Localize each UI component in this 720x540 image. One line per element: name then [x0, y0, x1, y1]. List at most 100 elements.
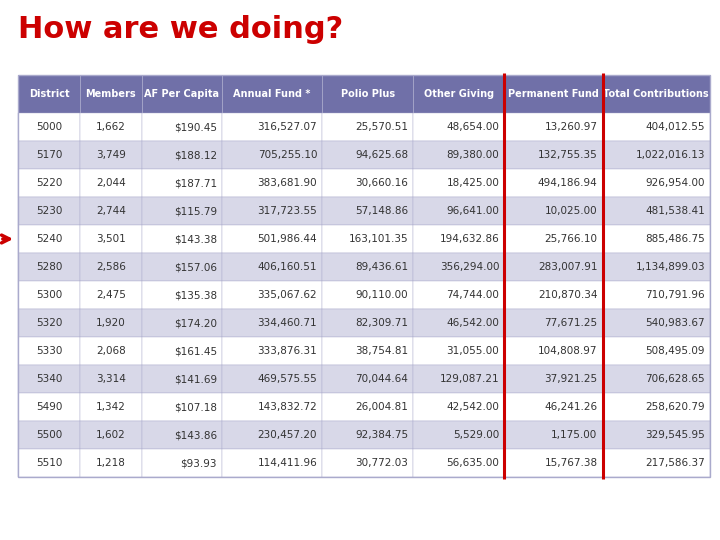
Bar — [18, 113, 80, 141]
Bar — [80, 253, 142, 281]
Text: 57,148.86: 57,148.86 — [355, 206, 408, 216]
Text: 77,671.25: 77,671.25 — [544, 318, 598, 328]
Text: 540,983.67: 540,983.67 — [645, 318, 705, 328]
Text: 89,436.61: 89,436.61 — [355, 262, 408, 272]
Text: 30,660.16: 30,660.16 — [355, 178, 408, 188]
Bar — [18, 197, 80, 225]
Bar — [603, 393, 710, 421]
Text: $187.71: $187.71 — [174, 178, 217, 188]
Bar — [603, 309, 710, 337]
Text: 26,004.81: 26,004.81 — [355, 402, 408, 412]
Text: 494,186.94: 494,186.94 — [538, 178, 598, 188]
Bar — [18, 421, 80, 449]
Bar — [413, 113, 504, 141]
Bar — [322, 169, 413, 197]
Text: 46,542.00: 46,542.00 — [446, 318, 499, 328]
Text: 2,586: 2,586 — [96, 262, 126, 272]
Bar — [222, 169, 322, 197]
Text: $174.20: $174.20 — [174, 318, 217, 328]
Bar — [222, 365, 322, 393]
Text: 5340: 5340 — [36, 374, 62, 384]
Text: 5170: 5170 — [36, 150, 62, 160]
Text: 194,632.86: 194,632.86 — [439, 234, 499, 244]
Text: 132,755.35: 132,755.35 — [538, 150, 598, 160]
Bar — [504, 225, 603, 253]
Bar — [413, 253, 504, 281]
Bar — [413, 141, 504, 169]
Text: 92,384.75: 92,384.75 — [355, 430, 408, 440]
Bar — [142, 169, 222, 197]
Text: 1,175.00: 1,175.00 — [552, 430, 598, 440]
Bar — [322, 281, 413, 309]
Bar — [603, 281, 710, 309]
Text: $157.06: $157.06 — [174, 262, 217, 272]
Text: 15,767.38: 15,767.38 — [544, 458, 598, 468]
Text: 210,870.34: 210,870.34 — [538, 290, 598, 300]
Text: 334,460.71: 334,460.71 — [258, 318, 317, 328]
Bar — [322, 113, 413, 141]
Text: 1,662: 1,662 — [96, 122, 126, 132]
Bar — [504, 197, 603, 225]
Bar — [504, 393, 603, 421]
Text: 317,723.55: 317,723.55 — [257, 206, 317, 216]
Bar — [80, 393, 142, 421]
Text: $107.18: $107.18 — [174, 402, 217, 412]
Bar — [142, 197, 222, 225]
Text: 2,068: 2,068 — [96, 346, 126, 356]
Bar — [80, 75, 142, 113]
Bar — [18, 449, 80, 477]
Text: 5220: 5220 — [36, 178, 62, 188]
Text: 56,635.00: 56,635.00 — [446, 458, 499, 468]
Bar — [322, 141, 413, 169]
Text: 258,620.79: 258,620.79 — [645, 402, 705, 412]
Bar — [142, 309, 222, 337]
Text: 705,255.10: 705,255.10 — [258, 150, 317, 160]
Text: 5000: 5000 — [36, 122, 62, 132]
Text: 406,160.51: 406,160.51 — [258, 262, 317, 272]
Bar — [80, 197, 142, 225]
Text: 926,954.00: 926,954.00 — [646, 178, 705, 188]
Text: 404,012.55: 404,012.55 — [646, 122, 705, 132]
Bar — [80, 281, 142, 309]
Bar — [322, 393, 413, 421]
Bar — [18, 365, 80, 393]
Bar — [142, 225, 222, 253]
Bar — [142, 253, 222, 281]
Text: 1,134,899.03: 1,134,899.03 — [635, 262, 705, 272]
Text: 5500: 5500 — [36, 430, 62, 440]
Text: Total Contributions: Total Contributions — [603, 89, 709, 99]
Bar — [504, 365, 603, 393]
Bar — [504, 253, 603, 281]
Text: $115.79: $115.79 — [174, 206, 217, 216]
Text: 481,538.41: 481,538.41 — [645, 206, 705, 216]
Text: 10,025.00: 10,025.00 — [545, 206, 598, 216]
Text: 706,628.65: 706,628.65 — [645, 374, 705, 384]
Text: 74,744.00: 74,744.00 — [446, 290, 499, 300]
Text: $190.45: $190.45 — [174, 122, 217, 132]
Text: 316,527.07: 316,527.07 — [258, 122, 317, 132]
Bar — [603, 113, 710, 141]
Text: $143.38: $143.38 — [174, 234, 217, 244]
Bar — [142, 75, 222, 113]
Text: 5320: 5320 — [36, 318, 62, 328]
Text: 217,586.37: 217,586.37 — [645, 458, 705, 468]
Text: AF Per Capita: AF Per Capita — [145, 89, 220, 99]
Bar — [322, 309, 413, 337]
Bar — [603, 421, 710, 449]
Bar — [413, 169, 504, 197]
Text: 1,920: 1,920 — [96, 318, 126, 328]
Bar — [222, 337, 322, 365]
Text: 1,342: 1,342 — [96, 402, 126, 412]
Bar — [504, 281, 603, 309]
Bar — [142, 449, 222, 477]
Bar — [142, 365, 222, 393]
Text: 31,055.00: 31,055.00 — [446, 346, 499, 356]
Bar — [222, 309, 322, 337]
Bar — [18, 337, 80, 365]
Bar — [413, 225, 504, 253]
Text: 3,749: 3,749 — [96, 150, 126, 160]
Bar — [413, 421, 504, 449]
Bar — [504, 141, 603, 169]
Text: 2,744: 2,744 — [96, 206, 126, 216]
Text: 114,411.96: 114,411.96 — [257, 458, 317, 468]
